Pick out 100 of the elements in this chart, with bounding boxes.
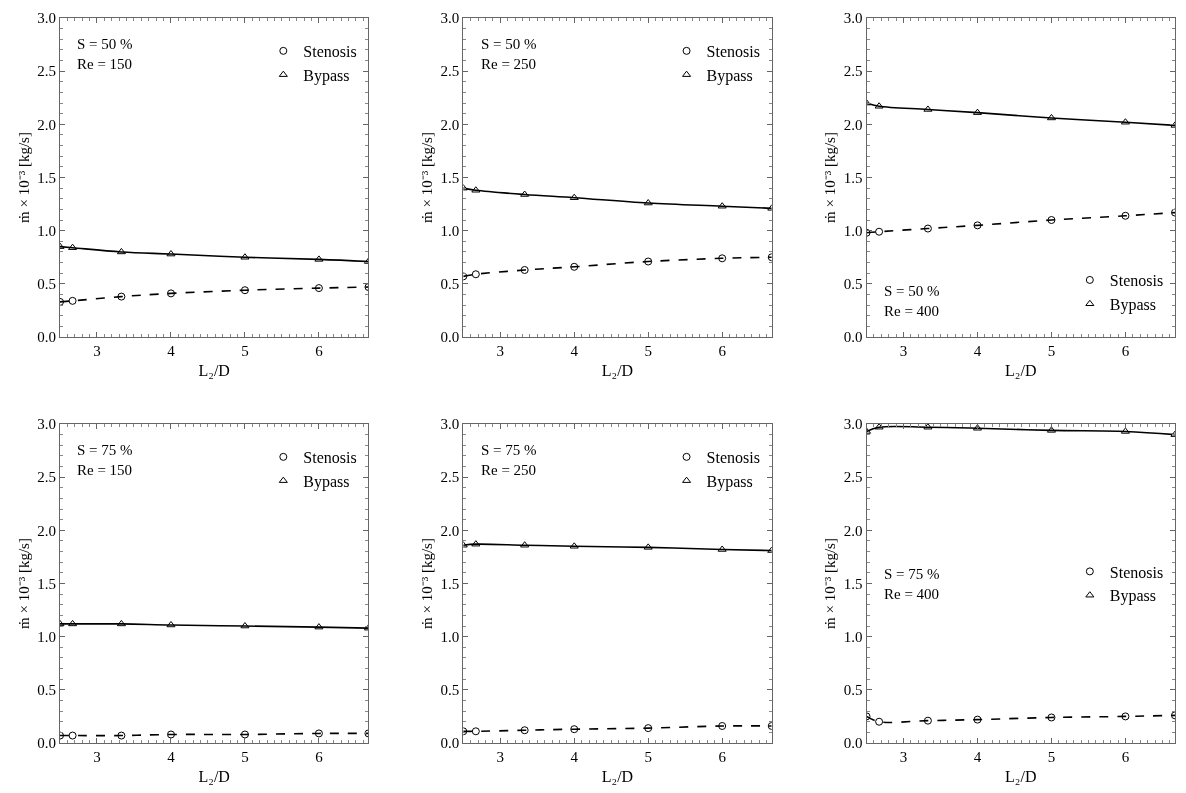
annotation: S = 50 % Re = 150: [77, 36, 133, 72]
point: [314, 623, 324, 630]
x-tick-label: 5: [644, 749, 652, 765]
point: [520, 190, 530, 197]
x-tick-label: 6: [718, 343, 727, 359]
y-tick-label: 0.0: [37, 735, 56, 752]
y-tick-label: 1.0: [37, 628, 56, 645]
y-tick-label: 0.0: [440, 329, 460, 346]
y-tick-label: 2.5: [37, 63, 56, 80]
point: [314, 729, 323, 738]
point: [875, 227, 884, 236]
y-tick-label: 1.5: [843, 169, 863, 186]
y-tick-label: 1.0: [843, 628, 863, 645]
x-tick-label: 5: [1047, 343, 1056, 359]
point: [520, 266, 529, 275]
point: [569, 193, 579, 200]
point: [973, 715, 982, 724]
y-tick-label: 1.0: [440, 628, 460, 645]
x-tick-label: 5: [241, 343, 249, 359]
x-tick-label: 5: [241, 749, 249, 765]
point: [643, 543, 653, 550]
point: [520, 726, 529, 735]
y-tick-label: 0.0: [843, 329, 863, 346]
y-tick-label: 0.5: [843, 682, 863, 699]
annotation: S = 75 % Re = 400: [884, 566, 940, 602]
line-series: [866, 424, 1175, 437]
y-tick-label: 2.0: [440, 116, 460, 133]
y-tick-label: 2.0: [843, 522, 863, 539]
point: [644, 724, 653, 733]
y-tick-label: 2.0: [440, 522, 460, 539]
y-tick-label: 2.0: [37, 522, 56, 539]
x-tick-label: 4: [167, 343, 176, 359]
point: [1046, 426, 1056, 433]
point: [471, 186, 481, 193]
y-tick-label: 1.5: [440, 575, 460, 592]
y-tick-label: 0.5: [37, 682, 56, 699]
x-tick-label: 6: [718, 749, 727, 765]
point: [718, 254, 727, 263]
x-axis-title: L₂/D: [1005, 361, 1037, 379]
point: [923, 105, 933, 112]
x-axis-title: L₂/D: [198, 767, 230, 785]
y-tick-label: 3.0: [37, 416, 56, 433]
point: [923, 224, 932, 233]
x-tick-label: 3: [899, 343, 908, 359]
legend-label: Bypass: [706, 472, 753, 491]
point: [923, 716, 932, 725]
annotation: S = 75 % Re = 250: [481, 442, 537, 478]
legend-label: Stenosis: [706, 43, 760, 61]
y-tick-label: 0.0: [843, 735, 863, 752]
x-tick-label: 6: [315, 343, 324, 359]
point: [570, 262, 579, 271]
y-tick-label: 1.0: [37, 222, 56, 239]
point: [874, 102, 884, 109]
y-tick-label: 0.5: [843, 276, 863, 293]
annotation: S = 50 % Re = 400: [884, 283, 940, 319]
point: [973, 221, 982, 230]
legend-label: Stenosis: [303, 43, 357, 61]
y-tick-label: 2.5: [440, 63, 460, 80]
x-tick-label: 6: [315, 749, 324, 765]
x-axis-title: L₂/D: [601, 767, 634, 785]
y-axis-title: ṁ × 10⁻³ [kg/s]: [418, 538, 435, 629]
y-axis-title: ṁ × 10⁻³ [kg/s]: [15, 538, 32, 629]
x-tick-label: 4: [570, 343, 579, 359]
y-tick-label: 2.5: [843, 469, 863, 486]
legend-label: Stenosis: [1109, 272, 1164, 290]
y-tick-label: 0.0: [37, 329, 56, 346]
point: [1120, 118, 1130, 125]
point: [644, 257, 653, 266]
point: [643, 199, 653, 206]
x-tick-label: 3: [496, 343, 504, 359]
legend-label: Bypass: [706, 66, 753, 85]
point: [569, 542, 579, 549]
y-tick-label: 2.5: [37, 469, 56, 486]
point: [116, 619, 126, 627]
legend-label: Stenosis: [303, 449, 357, 467]
x-tick-label: 3: [496, 749, 504, 765]
y-axis-title: ṁ × 10⁻³ [kg/s]: [822, 132, 839, 223]
y-tick-label: 1.5: [37, 575, 56, 592]
y-tick-label: 1.5: [440, 169, 460, 186]
legend-label: Bypass: [303, 66, 350, 85]
y-axis-title: ṁ × 10⁻³ [kg/s]: [822, 538, 839, 629]
y-tick-label: 0.0: [440, 735, 460, 752]
x-tick-label: 3: [93, 749, 101, 765]
x-tick-label: 4: [167, 749, 176, 765]
x-tick-label: 5: [644, 343, 652, 359]
x-axis-title: L₂/D: [1005, 767, 1037, 785]
point: [1046, 113, 1056, 121]
y-tick-label: 3.0: [843, 416, 863, 433]
annotation: S = 75 % Re = 150: [77, 442, 133, 478]
legend-label: Bypass: [1109, 587, 1157, 606]
y-tick-label: 2.5: [440, 469, 460, 486]
point: [875, 717, 884, 726]
y-tick-label: 1.5: [37, 169, 56, 186]
legend-label: Stenosis: [1109, 563, 1164, 581]
y-axis-title: ṁ × 10⁻³ [kg/s]: [418, 132, 435, 223]
y-tick-label: 0.5: [440, 682, 460, 699]
y-tick-label: 2.0: [843, 116, 863, 133]
point: [1121, 211, 1130, 220]
point: [570, 725, 579, 734]
legend-label: Bypass: [303, 472, 350, 491]
